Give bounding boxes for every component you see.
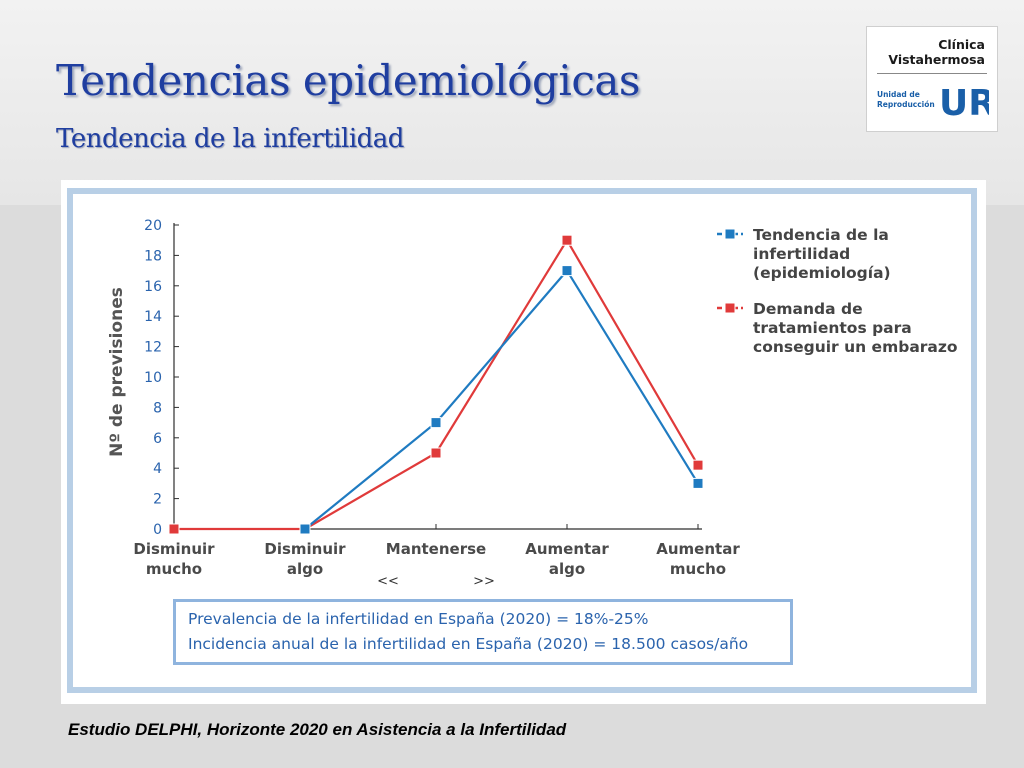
x-category-label: mucho — [670, 560, 726, 578]
x-category-label: Mantenerse — [386, 540, 486, 558]
y-axis-title: Nº de previsiones — [107, 287, 127, 457]
legend-label: tratamientos para — [753, 319, 912, 337]
legend-label: (epidemiología) — [753, 264, 891, 282]
y-tick-label: 8 — [153, 400, 162, 416]
logo-divider — [877, 73, 987, 74]
chart-panel: 0 2 4 6 8 10 12 14 16 18 20 Nº de previsiones Dismin… — [61, 180, 986, 704]
x-category-label: mucho — [146, 560, 202, 578]
y-tick-label: 16 — [144, 279, 162, 295]
x-category-label: algo — [287, 560, 323, 578]
legend-swatch-marker — [724, 302, 736, 314]
incidence-text: Incidencia anual de la infertilidad en E… — [188, 635, 749, 653]
clinic-logo: Clínica Vistahermosa Unidad de Reproducc… — [866, 26, 998, 132]
series-line-2 — [174, 238, 699, 531]
y-tick-label: 2 — [153, 492, 162, 508]
header-band — [0, 0, 1024, 205]
y-tick-label: 6 — [153, 431, 162, 447]
legend-label: Demanda de — [753, 300, 863, 318]
x-category-label: Aumentar — [525, 540, 609, 558]
series-line-1 — [304, 268, 699, 530]
clinic-name: Clínica Vistahermosa — [888, 37, 985, 67]
clinic-name-line1: Clínica — [938, 37, 985, 52]
info-box: Prevalencia de la infertilidad en España… — [173, 599, 793, 665]
series-2-point — [692, 459, 704, 471]
clinic-name-line2: Vistahermosa — [888, 52, 985, 67]
series-1-point — [299, 523, 311, 535]
x-annotation-left: << — [377, 574, 399, 589]
series-2-point — [168, 523, 180, 535]
y-tick-label: 12 — [144, 340, 162, 356]
series-2-point — [561, 234, 573, 246]
y-tick-label: 4 — [153, 461, 162, 477]
prevalence-text: Prevalencia de la infertilidad en España… — [188, 610, 649, 628]
x-category-label: Disminuir — [133, 540, 215, 558]
x-annotation-right: >> — [473, 574, 495, 589]
line-chart: 0 2 4 6 8 10 12 14 16 18 20 Nº de previsiones Dismin… — [107, 218, 958, 589]
unit-name: Unidad de Reproducción — [877, 90, 935, 110]
unit-name-line2: Reproducción — [877, 100, 935, 109]
y-tick-label: 0 — [153, 522, 162, 538]
slide-subtitle: Tendencia de la infertilidad — [56, 124, 404, 154]
unit-name-line1: Unidad de — [877, 90, 920, 99]
series-1-point — [692, 477, 704, 489]
y-tick-label: 14 — [144, 309, 162, 325]
legend-label: infertilidad — [753, 245, 850, 263]
x-category-label: Disminuir — [264, 540, 346, 558]
series-1-point — [430, 417, 442, 429]
legend-swatch-marker — [724, 228, 736, 240]
ur-logo-mark: UR — [939, 83, 989, 121]
source-citation: Estudio DELPHI, Horizonte 2020 en Asiste… — [68, 720, 567, 739]
logo-mark-text: UR — [939, 83, 989, 121]
series-2-point — [430, 447, 442, 459]
chart-frame — [67, 188, 977, 693]
legend-label: Tendencia de la — [753, 226, 889, 244]
x-category-label: algo — [549, 560, 585, 578]
series-1-point — [561, 265, 573, 277]
y-tick-label: 18 — [144, 248, 162, 264]
legend-label: conseguir un embarazo — [753, 338, 958, 356]
slide-title: Tendencias epidemiológicas — [56, 56, 640, 105]
y-tick-label: 20 — [144, 218, 162, 234]
x-category-label: Aumentar — [656, 540, 740, 558]
y-tick-label: 10 — [144, 370, 162, 386]
